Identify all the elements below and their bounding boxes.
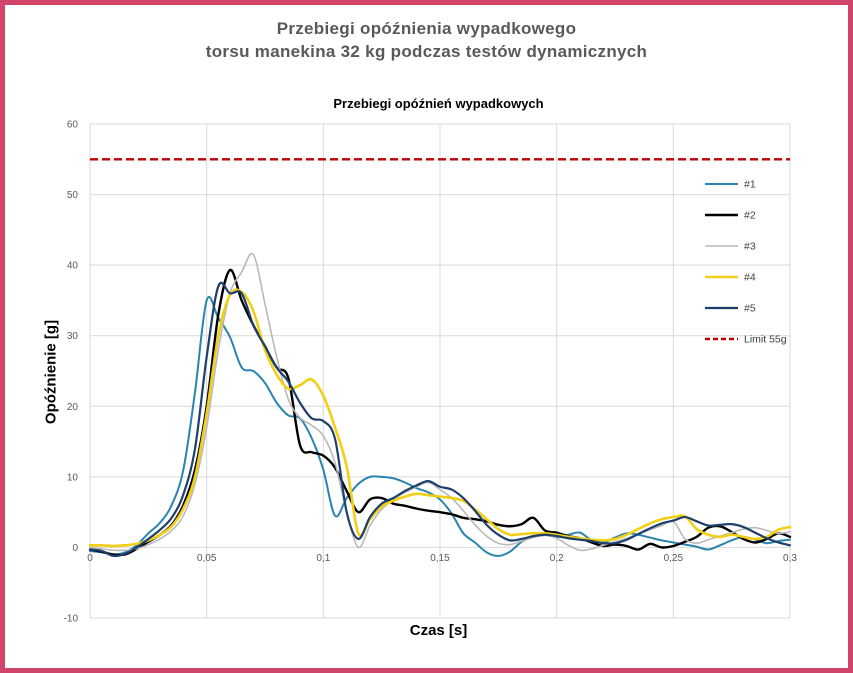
x-tick-label: 0,1 xyxy=(316,553,330,564)
x-tick-label: 0,05 xyxy=(197,553,217,564)
chart-title: Przebiegi opóźnień wypadkowych xyxy=(333,96,544,111)
legend-label-1: #1 xyxy=(744,179,756,191)
y-tick-label: 50 xyxy=(67,190,79,201)
x-tick-label: 0,25 xyxy=(664,553,684,564)
x-tick-label: 0 xyxy=(87,553,93,564)
y-tick-label: 20 xyxy=(67,402,79,413)
x-tick-label: 0,3 xyxy=(783,553,797,564)
legend-label-2: #2 xyxy=(744,210,756,222)
series-line-4 xyxy=(88,288,792,548)
page-title-line1: Przebiegi opóźnienia wypadkowego xyxy=(276,19,577,38)
page-title: Przebiegi opóźnienia wypadkowego torsu m… xyxy=(5,17,848,63)
plot-area: -10 0 10 20 30 40 50 60 0 0,05 0,1 0,15 0,2 0,25 0,3 #1… xyxy=(64,120,798,625)
x-tick-label: 0,15 xyxy=(430,553,450,564)
y-tick-label: -10 xyxy=(64,614,79,625)
series-line-5 xyxy=(88,281,792,558)
y-tick-label: 10 xyxy=(67,472,79,483)
y-tick-label: 60 xyxy=(67,120,79,131)
y-tick-label: 40 xyxy=(67,261,79,272)
x-axis-title: Czas [s] xyxy=(409,622,468,639)
legend-label-limit: Limit 55g xyxy=(744,334,787,346)
y-tick-label: 0 xyxy=(72,543,78,554)
series-line-1 xyxy=(89,296,791,557)
page-title-line2: torsu manekina 32 kg podczas testów dyna… xyxy=(205,42,648,61)
y-tick-label: 30 xyxy=(67,331,79,342)
x-tick-label: 0,2 xyxy=(550,553,564,564)
legend-label-5: #5 xyxy=(744,303,756,315)
legend-label-3: #3 xyxy=(744,241,756,253)
legend-label-4: #4 xyxy=(744,272,756,284)
